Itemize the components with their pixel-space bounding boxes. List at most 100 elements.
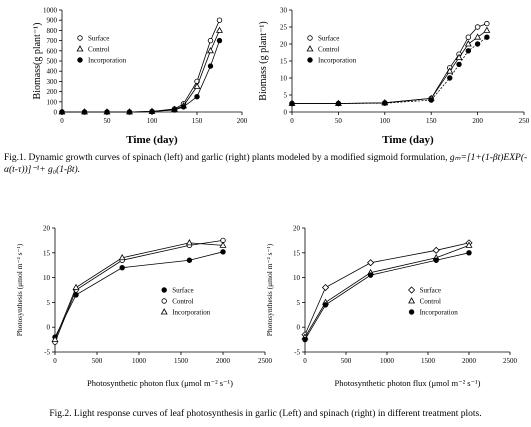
legend-marker bbox=[306, 45, 314, 52]
y-tick-label: 600 bbox=[47, 47, 58, 55]
legend-marker bbox=[408, 309, 415, 315]
marker bbox=[149, 108, 155, 115]
series-line bbox=[54, 251, 224, 338]
marker bbox=[207, 37, 214, 44]
legend-marker bbox=[161, 287, 167, 293]
y-tick-label: 800 bbox=[47, 27, 58, 35]
y-tick-label: 0 bbox=[284, 109, 288, 117]
marker bbox=[289, 100, 295, 107]
marker bbox=[207, 46, 214, 54]
legend-marker bbox=[307, 35, 313, 41]
y-tick-label: 30 bbox=[280, 7, 288, 15]
marker bbox=[216, 37, 223, 44]
caption-1: Fig.1. Dynamic growth curves of spinach … bbox=[4, 152, 528, 176]
y-tick-label: 5 bbox=[284, 92, 288, 100]
legend-label: Surface bbox=[318, 35, 339, 43]
x-axis-label: Time (day) bbox=[126, 134, 178, 146]
marker bbox=[474, 24, 481, 30]
y-tick-label: 0 bbox=[297, 324, 301, 332]
marker bbox=[220, 249, 226, 255]
marker bbox=[367, 272, 374, 278]
marker bbox=[456, 61, 462, 68]
y-tick-label: 10 bbox=[280, 75, 288, 83]
marker bbox=[455, 53, 463, 60]
legend-label: Incorporation bbox=[318, 57, 357, 65]
y-tick-label: 10 bbox=[43, 274, 51, 282]
x-tick-label: 500 bbox=[341, 357, 352, 365]
marker bbox=[484, 34, 490, 40]
marker bbox=[216, 26, 223, 33]
y-axis-label: Photosynthesis (μmol m⁻² s⁻¹) bbox=[265, 243, 274, 336]
marker bbox=[432, 246, 440, 254]
marker bbox=[367, 259, 375, 267]
y-tick-label: 5 bbox=[297, 299, 301, 307]
marker bbox=[447, 75, 453, 81]
y-tick-label: 25 bbox=[280, 24, 288, 32]
y-tick-label: 20 bbox=[43, 225, 51, 233]
marker bbox=[119, 264, 125, 271]
marker bbox=[322, 302, 329, 308]
x-tick-label: 200 bbox=[472, 117, 483, 125]
x-tick-label: 2500 bbox=[258, 357, 273, 365]
x-tick-label: 250 bbox=[519, 117, 530, 125]
y-tick-label: 0 bbox=[54, 109, 58, 117]
marker bbox=[193, 82, 201, 89]
legend-label: Control bbox=[420, 298, 441, 306]
y-tick-label: 15 bbox=[280, 58, 288, 66]
marker bbox=[465, 241, 473, 248]
legend-label: Surface bbox=[420, 287, 441, 295]
y-tick-label: 500 bbox=[47, 58, 58, 66]
x-tick-label: 50 bbox=[335, 117, 343, 125]
x-axis-label: Time (day) bbox=[382, 134, 434, 146]
y-tick-label: 20 bbox=[280, 41, 288, 49]
legend-marker bbox=[408, 297, 416, 304]
x-tick-label: 50 bbox=[104, 117, 112, 125]
caption-text: Fig.2. Light response curves of leaf pho… bbox=[49, 409, 482, 419]
caption-2: Fig.2. Light response curves of leaf pho… bbox=[0, 408, 531, 420]
x-tick-label: 2000 bbox=[216, 357, 231, 365]
y-tick-label: 300 bbox=[47, 78, 58, 86]
y-tick-label: 200 bbox=[47, 88, 58, 96]
y-tick-label: -5 bbox=[294, 349, 300, 357]
legend-marker bbox=[408, 286, 416, 294]
y-tick-label: 15 bbox=[293, 249, 301, 257]
x-tick-label: 200 bbox=[237, 117, 248, 125]
legend-label: Incorporation bbox=[172, 309, 211, 317]
y-tick-label: 100 bbox=[47, 98, 58, 106]
y-tick-label: 5 bbox=[47, 299, 51, 307]
series-line bbox=[304, 244, 470, 338]
legend-label: Incorporation bbox=[420, 309, 459, 317]
marker bbox=[465, 34, 472, 40]
marker bbox=[207, 63, 214, 69]
y-axis-label: Biomass (g plant⁻¹) bbox=[258, 21, 269, 100]
x-tick-label: 2500 bbox=[503, 357, 518, 365]
series-line bbox=[62, 40, 220, 113]
legend-label: Control bbox=[88, 46, 109, 54]
marker bbox=[433, 257, 439, 263]
marker bbox=[474, 33, 482, 40]
marker bbox=[126, 109, 133, 115]
x-tick-label: 100 bbox=[147, 117, 158, 125]
legend-marker bbox=[307, 57, 313, 63]
x-tick-label: 1500 bbox=[421, 357, 436, 365]
series-line bbox=[304, 252, 470, 340]
marker bbox=[302, 336, 308, 343]
x-tick-label: 500 bbox=[92, 357, 103, 365]
marker bbox=[464, 40, 472, 47]
marker bbox=[335, 100, 342, 107]
x-tick-label: 0 bbox=[60, 117, 64, 125]
marker bbox=[466, 250, 472, 256]
legend-marker bbox=[161, 298, 167, 304]
marker bbox=[216, 17, 223, 23]
legend-label: Control bbox=[318, 46, 339, 54]
marker bbox=[104, 109, 110, 115]
marker bbox=[219, 241, 227, 248]
marker bbox=[180, 104, 187, 110]
series-line bbox=[304, 242, 470, 335]
marker bbox=[171, 107, 178, 113]
legend-marker bbox=[76, 45, 84, 52]
marker bbox=[81, 109, 88, 115]
x-tick-label: 1500 bbox=[174, 357, 189, 365]
x-tick-label: 150 bbox=[426, 117, 437, 125]
